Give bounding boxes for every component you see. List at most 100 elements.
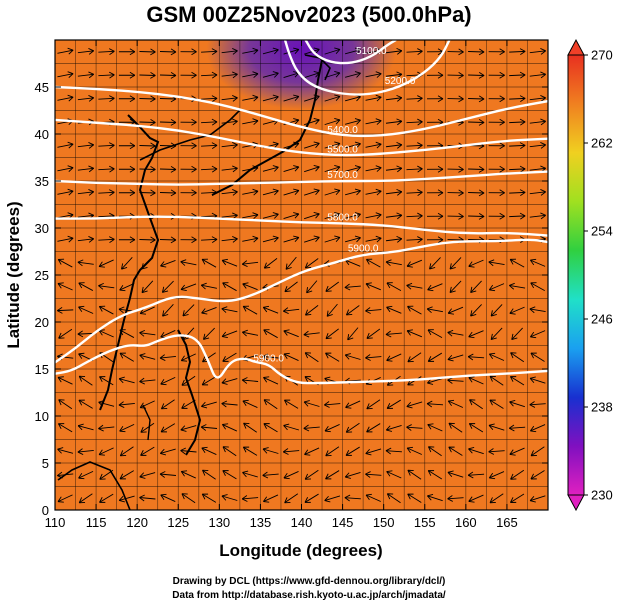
wind-arrow <box>201 446 217 455</box>
wind-arrow <box>325 470 340 480</box>
wind-arrow <box>78 493 93 504</box>
wind-arrow <box>488 448 505 455</box>
wind-arrow <box>468 423 484 433</box>
wind-arrow <box>489 493 504 504</box>
wind-arrow <box>365 471 382 478</box>
wind-arrow <box>468 95 485 103</box>
wind-arrow <box>139 95 156 103</box>
contour-line <box>55 170 548 186</box>
contour-line <box>55 334 548 385</box>
wind-arrow <box>78 282 94 291</box>
wind-arrow <box>98 189 115 196</box>
wind-arrow <box>407 352 422 363</box>
wind-arrow <box>385 188 403 196</box>
wind-arrow <box>407 493 422 503</box>
wind-arrow <box>365 212 382 219</box>
wind-arrow <box>304 352 319 363</box>
wind-arrow <box>159 165 177 173</box>
wind-arrow <box>221 236 238 243</box>
wind-arrow <box>386 282 402 292</box>
wind-arrow <box>221 330 238 339</box>
wind-arrow <box>303 330 320 338</box>
wind-arrow <box>180 71 197 79</box>
wind-arrow <box>529 376 546 384</box>
x-axis-label: Longitude (degrees) <box>219 541 382 560</box>
y-tick-label: 40 <box>35 127 49 142</box>
wind-arrow <box>180 259 197 266</box>
wind-arrow <box>488 189 505 197</box>
wind-arrow <box>365 118 382 125</box>
wind-arrow <box>529 95 546 102</box>
wind-arrow <box>57 494 73 503</box>
wind-arrow <box>509 142 526 149</box>
wind-arrow <box>221 95 238 102</box>
wind-arrow <box>262 188 279 196</box>
wind-arrow <box>139 165 156 173</box>
wind-arrow <box>449 280 462 293</box>
wind-arrow <box>345 422 360 433</box>
wind-arrow <box>406 259 423 268</box>
wind-arrow <box>324 495 341 503</box>
wind-arrow <box>488 259 505 267</box>
wind-arrow <box>242 188 259 196</box>
wind-arrow <box>509 447 525 456</box>
wind-arrow <box>202 469 216 480</box>
wind-arrow <box>468 330 484 339</box>
wind-arrow <box>159 189 177 197</box>
wind-arrow <box>118 401 135 408</box>
x-tick-label: 165 <box>496 515 518 530</box>
wind-arrow <box>490 304 503 317</box>
wind-arrow <box>366 399 381 410</box>
wind-arrow <box>263 423 278 433</box>
wind-arrow <box>447 165 464 173</box>
credit-drawing: Drawing by DCL (https://www.gfd-dennou.o… <box>173 576 446 587</box>
wind-arrow <box>283 47 300 55</box>
contour-label: 5900.0 <box>253 353 284 364</box>
wind-arrow <box>529 189 546 196</box>
x-tick-label: 150 <box>373 515 395 530</box>
wind-arrow <box>304 235 320 243</box>
y-tick-label: 30 <box>35 221 49 236</box>
wind-arrow <box>57 447 74 454</box>
wind-arrow <box>283 352 299 361</box>
wind-arrow <box>365 493 381 502</box>
wind-arrow <box>283 188 300 196</box>
wind-arrow <box>427 165 444 173</box>
y-tick-label: 15 <box>35 362 49 377</box>
wind-arrow <box>365 141 382 149</box>
wind-arrow <box>511 327 523 341</box>
wind-arrow <box>467 471 485 479</box>
wind-arrow <box>386 493 401 504</box>
wind-arrow <box>180 118 197 126</box>
wind-arrow <box>427 494 443 502</box>
wind-arrow <box>406 165 423 173</box>
wind-arrow <box>57 188 74 196</box>
wind-arrow <box>427 352 443 362</box>
wind-arrow <box>242 235 259 243</box>
wind-arrow <box>324 188 341 196</box>
wind-arrow <box>530 470 545 480</box>
wind-arrow <box>180 236 197 244</box>
wind-arrow <box>57 71 74 78</box>
wind-arrow <box>285 256 297 270</box>
wind-arrow <box>139 472 156 479</box>
wind-arrow <box>366 258 381 268</box>
wind-arrow <box>529 48 546 55</box>
wind-arrow <box>222 470 237 480</box>
wind-arrow <box>386 399 401 409</box>
wind-arrow <box>283 329 299 338</box>
wind-arrow <box>306 280 318 294</box>
wind-arrow <box>242 282 258 291</box>
wind-arrow <box>57 282 73 291</box>
grid <box>55 40 548 510</box>
wind-arrow <box>283 94 300 102</box>
wind-arrow <box>365 282 381 291</box>
wind-arrow <box>77 188 95 196</box>
wind-arrow <box>365 188 382 196</box>
wind-arrow <box>427 189 444 197</box>
wind-arrow <box>201 142 218 149</box>
wind-arrow <box>345 446 360 456</box>
wind-arrow <box>488 471 505 480</box>
wind-arrow <box>221 258 238 267</box>
wind-arrow <box>119 282 135 292</box>
